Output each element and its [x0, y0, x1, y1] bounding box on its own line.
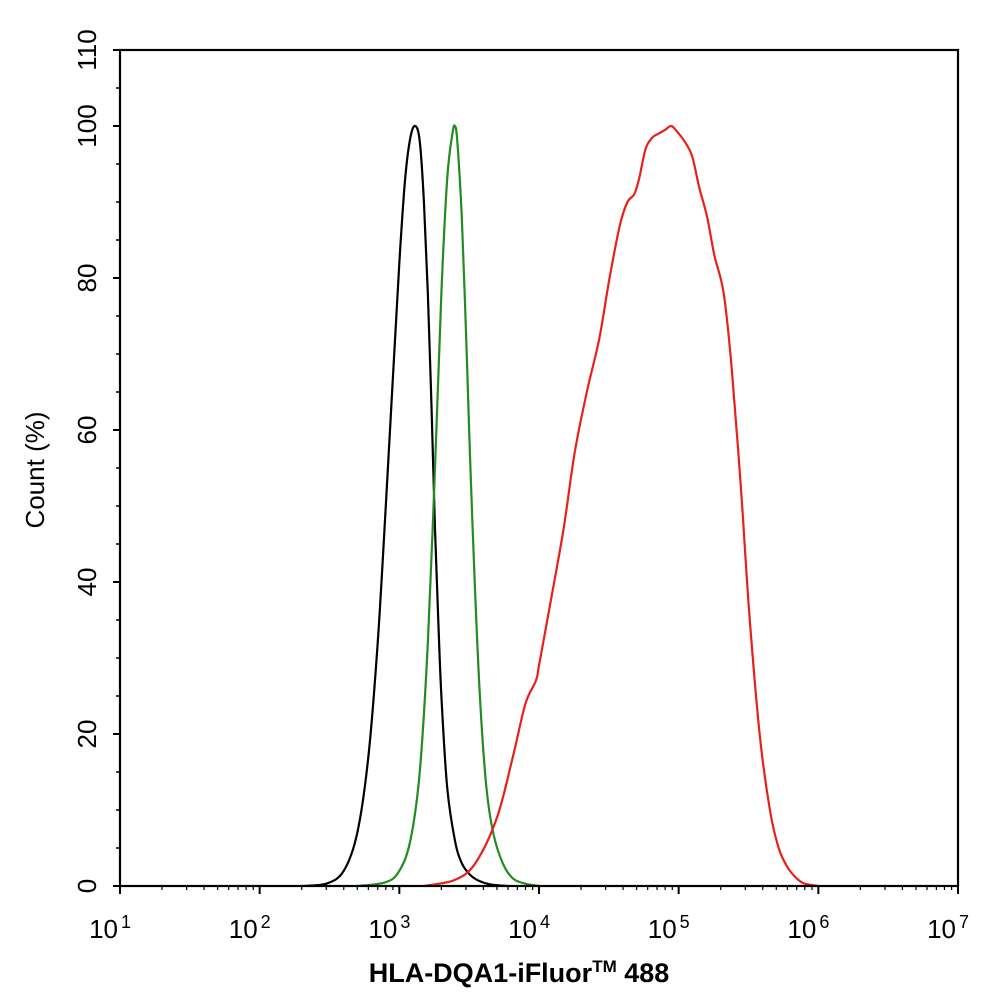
x-tick-label: 10	[229, 914, 258, 944]
x-tick-exponent: 7	[959, 912, 969, 932]
y-tick-label: 0	[72, 879, 102, 893]
x-tick-label: 10	[368, 914, 397, 944]
y-tick-label: 110	[72, 29, 102, 70]
x-axis-title-suffix: 488	[617, 958, 670, 988]
x-axis-title-superscript: TM	[592, 957, 617, 976]
x-tick-label: 10	[89, 914, 118, 944]
x-tick-exponent: 3	[400, 912, 410, 932]
x-tick-exponent: 6	[819, 912, 829, 932]
x-tick-label: 10	[927, 914, 956, 944]
series-2-line	[357, 124, 540, 888]
x-tick-exponent: 4	[540, 912, 550, 932]
series-1-line	[301, 124, 509, 888]
series-layer	[301, 124, 819, 888]
y-tick-label: 60	[72, 416, 102, 445]
y-tick-label: 80	[72, 264, 102, 293]
y-tick-label: 40	[72, 568, 102, 597]
y-tick-label: 100	[72, 104, 102, 147]
x-tick-label: 10	[648, 914, 677, 944]
x-axis-title: HLA-DQA1-iFluorTM 488	[369, 957, 670, 988]
x-tick-label: 10	[787, 914, 816, 944]
x-axis-title-main: HLA-DQA1-iFluor	[369, 958, 593, 988]
series-3-line	[423, 124, 819, 888]
x-axis-ticks: 10 1 10 2 10 3 10 4 10 5 10 6 10 7	[89, 886, 969, 944]
x-tick-exponent: 1	[121, 912, 131, 932]
y-axis-ticks: 0 20 40 60 80 100 110	[72, 29, 120, 893]
x-tick-label: 10	[508, 914, 537, 944]
y-tick-label: 20	[72, 720, 102, 749]
y-axis-title: Count (%)	[20, 411, 50, 528]
x-tick-exponent: 2	[261, 912, 271, 932]
x-tick-exponent: 5	[680, 912, 690, 932]
